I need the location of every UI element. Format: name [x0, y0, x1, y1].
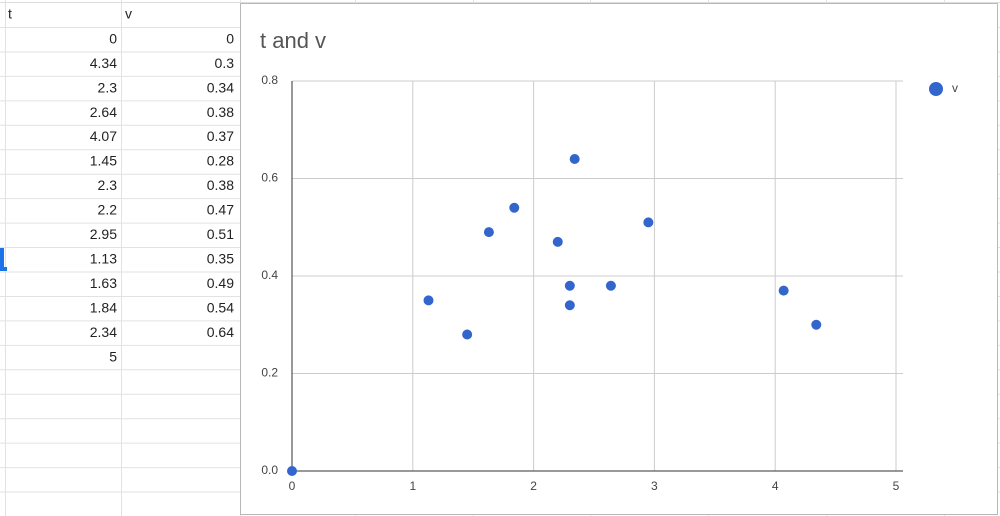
point	[564, 300, 575, 311]
x-tick-label: 4	[772, 479, 779, 493]
cell-value: 0.49	[207, 275, 234, 291]
point	[569, 154, 580, 164]
point	[462, 329, 473, 340]
cell-value: 0	[109, 30, 117, 46]
x-tick-label: 1	[409, 479, 416, 493]
point	[483, 227, 494, 238]
cell-value: 0.35	[207, 250, 234, 266]
point	[509, 202, 520, 213]
column-header: v	[125, 6, 132, 22]
column-header: t	[8, 6, 12, 22]
y-tick-label: 0.6	[261, 171, 278, 185]
cell-value: 2.3	[98, 177, 118, 193]
cell-value: 0.47	[207, 202, 234, 218]
x-tick-label: 5	[893, 479, 900, 493]
y-tick-label: 0.0	[261, 463, 278, 477]
x-tick-label: 3	[651, 479, 658, 493]
cell-value: 2.34	[90, 324, 117, 340]
legend-marker	[929, 82, 943, 96]
y-tick-label: 0.4	[261, 268, 278, 282]
cell-value: 1.63	[90, 275, 117, 291]
chart-frame[interactable]	[240, 3, 998, 515]
x-tick-label: 2	[530, 479, 537, 493]
cell-value: 0.38	[207, 104, 234, 120]
point	[564, 280, 575, 291]
cell-value: 0.3	[215, 55, 235, 71]
cell-value: 0.38	[207, 177, 234, 193]
point	[552, 236, 563, 247]
chart: 0.0 0.2 0.4 0.6 0.8 0 1 2 3 4 5 v	[261, 73, 958, 493]
cell-value: 5	[109, 348, 117, 364]
legend-label: v	[952, 81, 958, 95]
cell-value: 2.95	[90, 226, 117, 242]
y-tick-label: 0.8	[261, 73, 278, 87]
cell-value: 1.13	[90, 250, 117, 266]
point	[778, 285, 789, 296]
cell-value: 4.07	[90, 128, 117, 144]
point	[605, 280, 616, 291]
selection-handle	[0, 267, 7, 271]
cell-value: 0	[226, 30, 234, 46]
point	[643, 217, 654, 228]
cell-value: 0.64	[207, 324, 234, 340]
cell-value: 2.3	[98, 79, 118, 95]
cell-value: 1.84	[90, 299, 117, 315]
cell-value: 0.37	[207, 128, 234, 144]
cell-value: 2.2	[98, 202, 118, 218]
cell-value: 0.28	[207, 153, 234, 169]
selection-marker	[0, 248, 4, 270]
cell-value: 1.45	[90, 153, 117, 169]
sheet-cells: t v0 04.34 0.32.3 0.342.64 0.384.07 0.371.45 0.…	[8, 6, 234, 365]
cell-value: 2.64	[90, 104, 117, 120]
point	[287, 466, 297, 476]
x-tick-label: 0	[289, 479, 296, 493]
chart-title: t and v	[260, 28, 326, 53]
y-tick-label: 0.2	[261, 366, 278, 380]
cell-value: 0.34	[207, 79, 234, 95]
cell-value: 0.54	[207, 299, 234, 315]
cell-value: 4.34	[90, 55, 117, 71]
point	[811, 319, 822, 330]
point	[423, 295, 434, 306]
cell-value: 0.51	[207, 226, 234, 242]
